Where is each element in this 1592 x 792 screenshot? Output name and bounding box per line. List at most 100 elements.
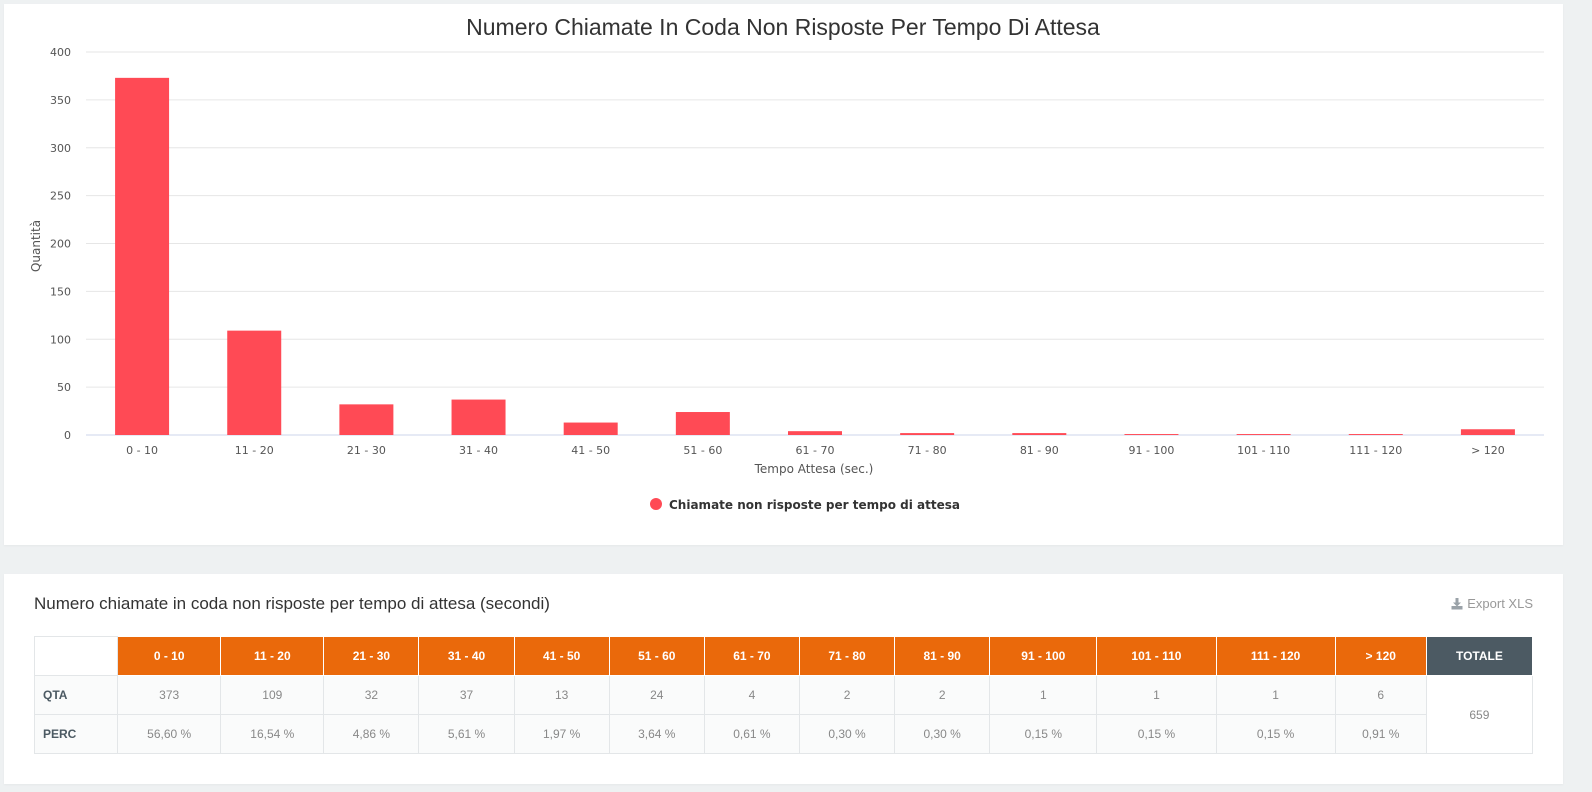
table-title: Numero chiamate in coda non risposte per… (34, 594, 550, 613)
table-header-cell[interactable]: 101 - 110 (1096, 636, 1217, 676)
table-cell: 4 (703, 675, 800, 715)
legend-label: Chiamate non risposte per tempo di attes… (669, 498, 960, 512)
bar[interactable] (900, 433, 955, 435)
x-tick-label: 81 - 90 (1020, 444, 1059, 457)
table-cell: 0,30 % (894, 714, 991, 754)
table-row-label: QTA (33, 675, 119, 715)
table-cell: 3,64 % (608, 714, 705, 754)
table-cell: 0,61 % (703, 714, 800, 754)
table-cell: 0,15 % (989, 714, 1098, 754)
table-cell: 24 (608, 675, 705, 715)
bar[interactable] (563, 422, 618, 435)
y-tick-label: 300 (50, 142, 71, 155)
table-header-cell[interactable]: 71 - 80 (798, 636, 896, 676)
y-tick-label: 200 (50, 238, 71, 251)
table-cell: 1,97 % (513, 714, 610, 754)
bar[interactable] (1012, 433, 1067, 435)
table-header-cell[interactable]: 91 - 100 (989, 636, 1098, 676)
table-header-cell[interactable]: 11 - 20 (220, 636, 325, 676)
table-cell: 0,91 % (1334, 714, 1427, 754)
x-tick-label: > 120 (1471, 444, 1505, 457)
table-row-perc: PERC 56,60 % 16,54 % 4,86 % 5,61 % 1,97 % 3,64… (33, 714, 1533, 754)
table-cell: 37 (418, 675, 515, 715)
data-table: 0 - 10 11 - 20 21 - 30 31 - 40 41 - 50 51 - 6… (33, 636, 1534, 754)
x-tick-label: 21 - 30 (347, 444, 386, 457)
bar[interactable] (1124, 434, 1179, 435)
export-xls-label: Export XLS (1467, 596, 1533, 611)
y-tick-label: 50 (57, 381, 71, 394)
bar[interactable] (339, 404, 394, 435)
table-total-cell: 659 (1425, 675, 1534, 754)
y-tick-label: 150 (50, 285, 71, 298)
bar[interactable] (675, 412, 730, 435)
table-cell: 0,30 % (798, 714, 896, 754)
x-tick-label: 51 - 60 (683, 444, 722, 457)
table-row-label: PERC (33, 714, 119, 754)
table-cell: 0,15 % (1215, 714, 1336, 754)
table-header-cell[interactable]: 21 - 30 (323, 636, 420, 676)
table-cell: 1 (1096, 675, 1217, 715)
table-row-qta: QTA 373 109 32 37 13 24 4 2 2 1 1 1 6 659 (33, 675, 1534, 754)
bar[interactable] (1460, 429, 1515, 435)
table-header-total[interactable]: TOTALE (1425, 636, 1534, 676)
table-header-corner (33, 636, 119, 676)
legend-marker (650, 498, 662, 510)
y-tick-label: 100 (50, 333, 71, 346)
table-cell: 32 (323, 675, 420, 715)
x-tick-label: 61 - 70 (796, 444, 835, 457)
x-tick-label: 101 - 110 (1237, 444, 1290, 457)
table-cell: 5,61 % (418, 714, 515, 754)
y-tick-label: 250 (50, 190, 71, 203)
x-tick-label: 31 - 40 (459, 444, 498, 457)
table-cell: 2 (894, 675, 991, 715)
table-header-cell[interactable]: 81 - 90 (894, 636, 991, 676)
export-xls-button[interactable]: Export XLS (1451, 596, 1533, 611)
table-cell: 109 (220, 675, 325, 715)
bar[interactable] (1348, 434, 1403, 435)
bar[interactable] (788, 431, 842, 435)
bar[interactable] (227, 330, 282, 435)
table-cell: 1 (989, 675, 1098, 715)
bar[interactable] (115, 77, 170, 435)
bar[interactable] (451, 399, 506, 435)
table-header-cell[interactable]: 0 - 10 (117, 636, 222, 676)
y-tick-label: 0 (64, 429, 71, 442)
y-axis-title: Quantità (29, 220, 43, 272)
bar-series[interactable] (115, 77, 1515, 435)
x-tick-label: 91 - 100 (1128, 444, 1174, 457)
table-header-cell[interactable]: > 120 (1334, 636, 1427, 676)
table-header-row: 0 - 10 11 - 20 21 - 30 31 - 40 41 - 50 51 - 6… (33, 636, 1534, 676)
table-header-cell[interactable]: 41 - 50 (513, 636, 610, 676)
y-tick-label: 400 (50, 46, 71, 59)
y-axis-ticks: 0 50 100 150 200 250 300 350 400 (50, 46, 71, 442)
bar-chart: Numero Chiamate In Coda Non Risposte Per… (29, 14, 1544, 512)
table-cell: 2 (798, 675, 896, 715)
x-tick-label: 41 - 50 (571, 444, 610, 457)
x-tick-label: 111 - 120 (1349, 444, 1402, 457)
table-cell: 56,60 % (117, 714, 222, 754)
x-axis-title: Tempo Attesa (sec.) (754, 462, 874, 476)
table-header-cell[interactable]: 61 - 70 (703, 636, 800, 676)
table-cell: 1 (1215, 675, 1336, 715)
table-header-cell[interactable]: 111 - 120 (1215, 636, 1336, 676)
x-tick-label: 0 - 10 (126, 444, 158, 457)
chart-card: Numero Chiamate In Coda Non Risposte Per… (4, 4, 1563, 545)
table-header-cell[interactable]: 51 - 60 (608, 636, 705, 676)
bar[interactable] (1236, 434, 1291, 435)
download-icon (1451, 597, 1463, 609)
table-cell: 13 (513, 675, 610, 715)
table-cell: 373 (117, 675, 222, 715)
table-card: Numero chiamate in coda non risposte per… (4, 574, 1563, 784)
x-tick-label: 71 - 80 (908, 444, 947, 457)
grid-lines (86, 51, 1544, 436)
y-tick-label: 350 (50, 94, 71, 107)
legend[interactable]: Chiamate non risposte per tempo di attes… (650, 498, 960, 512)
chart-title: Numero Chiamate In Coda Non Risposte Per… (466, 14, 1100, 40)
table-cell: 0,15 % (1096, 714, 1217, 754)
x-axis-ticks: 0 - 10 11 - 20 21 - 30 31 - 40 41 - 50 51 - 6… (126, 444, 1505, 457)
table-cell: 6 (1334, 675, 1427, 715)
table-cell: 16,54 % (220, 714, 325, 754)
table-header-cell[interactable]: 31 - 40 (418, 636, 515, 676)
table-cell: 4,86 % (323, 714, 420, 754)
x-tick-label: 11 - 20 (235, 444, 274, 457)
